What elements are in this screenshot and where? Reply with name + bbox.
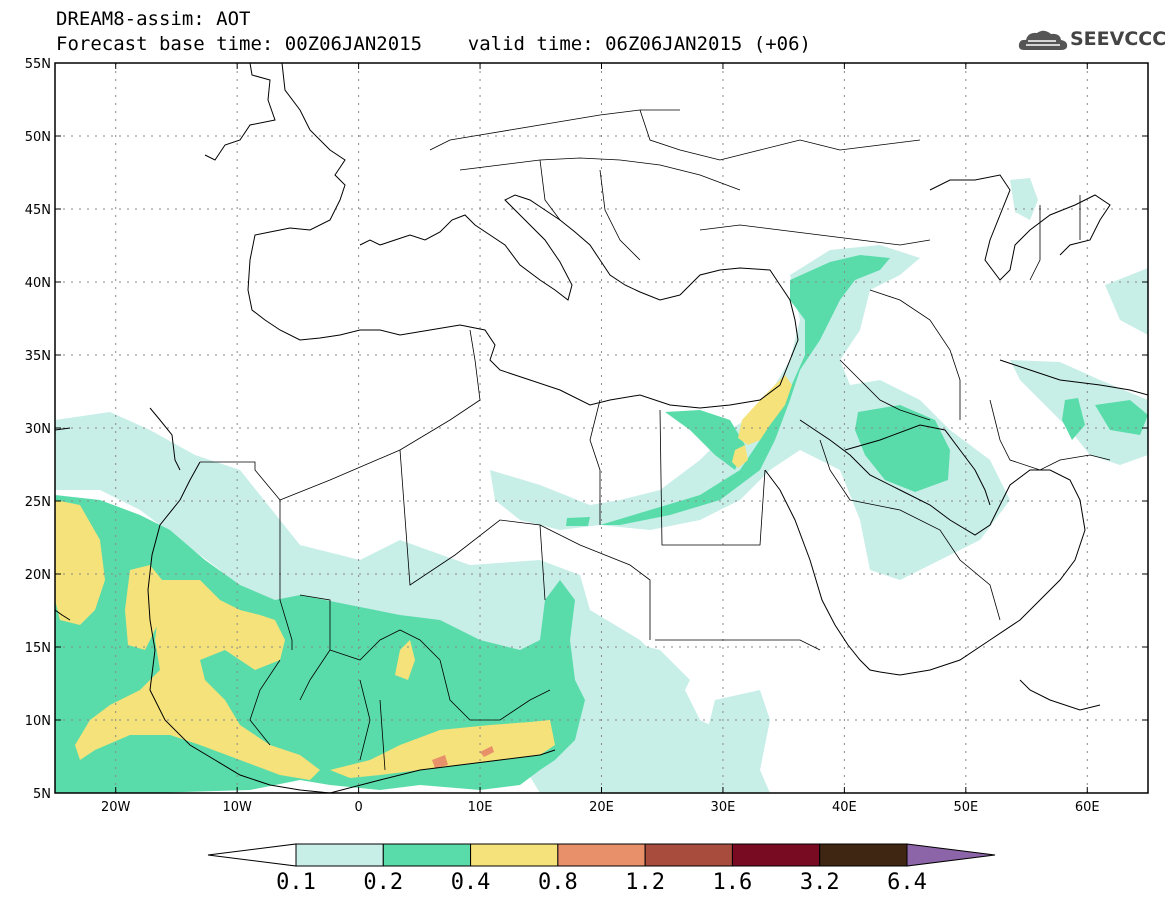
lat-tick-label: 45N	[25, 203, 51, 218]
lon-tick-label: 40E	[832, 800, 857, 815]
colorbar-swatch	[382, 843, 472, 867]
aot-fields	[55, 63, 1148, 793]
colorbar-under-triangle	[207, 843, 297, 867]
colorbar-swatch	[557, 843, 646, 867]
latitude-axis: 5N 10N 15N 20N 25N 30N 35N 40N 45N 50N 55N	[25, 57, 1148, 802]
colorbar-swatch	[470, 843, 559, 867]
lon-tick-label: 20W	[101, 800, 131, 815]
lon-tick-label: 30E	[711, 800, 736, 815]
aot-contour-0-4	[55, 375, 792, 780]
aot-contour-0-8	[432, 746, 494, 768]
lat-tick-label: 30N	[25, 422, 51, 437]
colorbar-label: 0.8	[538, 870, 578, 895]
colorbar-label: 1.2	[625, 870, 665, 895]
colorbar-label: 0.2	[363, 870, 403, 895]
lon-tick-label: 0	[354, 800, 362, 815]
lat-tick-label: 40N	[25, 276, 51, 291]
lon-tick-label: 10E	[468, 800, 493, 815]
lat-tick-label: 20N	[25, 568, 51, 583]
seevccc-logo: SEEVCCC	[1016, 26, 1165, 54]
colorbar-label: 1.6	[713, 870, 753, 895]
cloud-icon	[1018, 30, 1068, 50]
colorbar-label: 3.2	[800, 870, 840, 895]
coastlines	[55, 63, 1148, 793]
colorbar-label: 0.4	[451, 870, 491, 895]
longitude-axis: 20W 10W 0 10E 20E 30E 40E 50E 60E	[101, 63, 1100, 815]
country-borders	[200, 109, 1111, 771]
colorbar-swatch	[644, 843, 733, 867]
lat-tick-label: 35N	[25, 349, 51, 364]
map-title: DREAM8-assim: AOT	[56, 8, 251, 30]
colorbar-swatch	[731, 843, 821, 867]
lat-tick-label: 15N	[25, 641, 51, 656]
lat-tick-label: 10N	[25, 714, 51, 729]
lon-tick-label: 10W	[222, 800, 252, 815]
colorbar-over-triangle	[906, 843, 996, 867]
lon-tick-label: 20E	[589, 800, 614, 815]
lat-tick-label: 5N	[33, 787, 51, 802]
lon-tick-label: 50E	[953, 800, 978, 815]
colorbar-swatch	[295, 843, 384, 867]
colorbar: 0.1 0.2 0.4 0.8 1.2 1.6 3.2 6.4	[207, 843, 996, 895]
colorbar-label: 6.4	[887, 870, 927, 895]
logo-text: SEEVCCC	[1070, 28, 1165, 50]
forecast-time-subtitle: Forecast base time: 00Z06JAN2015 valid t…	[56, 33, 811, 55]
lon-tick-label: 60E	[1075, 800, 1100, 815]
lat-tick-label: 25N	[25, 495, 51, 510]
lat-tick-label: 55N	[25, 57, 51, 72]
lat-tick-label: 50N	[25, 130, 51, 145]
colorbar-label: 0.1	[276, 870, 316, 895]
colorbar-swatch	[819, 843, 908, 867]
